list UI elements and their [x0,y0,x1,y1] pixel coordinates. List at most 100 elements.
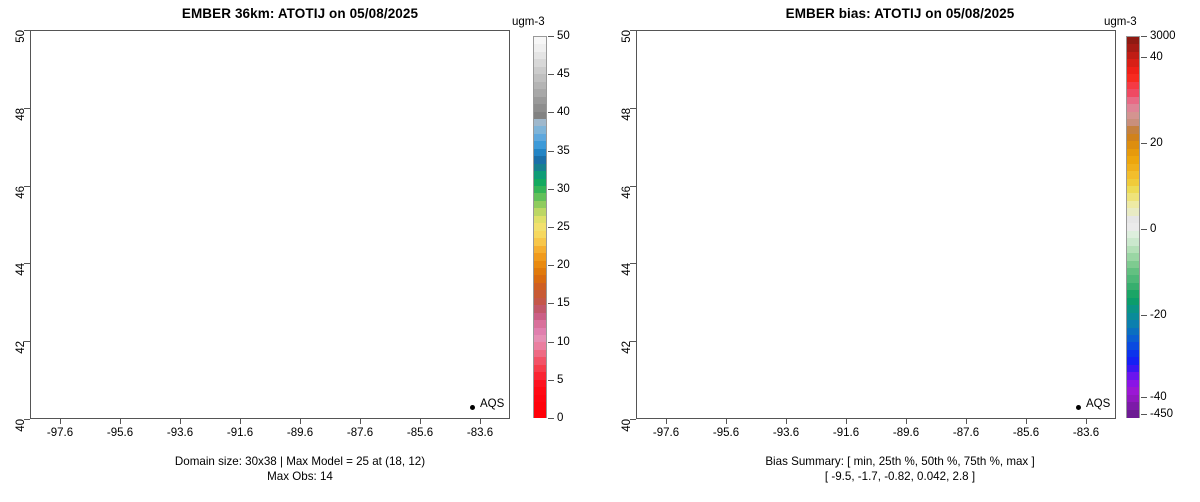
colorbar-segment [1127,44,1139,53]
colorbar-segment [534,44,546,53]
colorbar-segment [1127,297,1139,307]
colorbar-tick-label: 50 [557,30,570,42]
colorbar-segment [534,409,546,418]
colorbar-tick-label: 0 [557,412,564,424]
colorbar-tick-label: -20 [1150,308,1167,321]
colorbar-segment [1127,215,1139,225]
colorbar-segment [534,238,546,247]
colorbar-segment [534,148,546,158]
colorbar-segment [534,327,546,336]
x-tick-mark [120,419,121,424]
colorbar-segment [1127,357,1139,366]
y-tick-label: 40 [621,419,633,432]
colorbar-tick-label: 20 [1150,136,1163,149]
colorbar-unit-right: ugm-3 [1104,16,1137,28]
y-tick-label: 46 [621,185,633,199]
map-right[interactable]: AQS [636,30,1116,419]
colorbar-segment [1127,402,1139,411]
x-tick-mark [726,419,727,424]
colorbar-tick-mark [1141,36,1147,37]
colorbar-segment [534,223,546,232]
colorbar-segment [534,342,546,351]
colorbar-tick-label: 10 [557,335,570,348]
aqs-legend-label-right: AQS [1086,398,1111,410]
colorbar-segment [1127,96,1139,105]
colorbar-segment [534,305,546,314]
colorbar-segment [1127,230,1139,240]
colorbar-segment [534,141,546,150]
colorbar-segment [1127,171,1139,180]
y-tick-mark [630,30,636,31]
colorbar-tick-mark [548,36,554,37]
colorbar-segment [534,156,546,165]
map-left[interactable]: AQS [30,30,510,419]
colorbar-segment [534,312,546,322]
colorbar-segment [534,208,546,217]
colorbar-segment [534,394,546,404]
colorbar-segment [1127,89,1139,98]
x-tick-label: -83.6 [466,427,494,439]
colorbar-segment [1127,275,1139,284]
colorbar-tick-mark [548,418,554,419]
colorbar-segment [534,200,546,210]
colorbar-segment [1127,238,1139,247]
colorbar-tick-mark [548,341,554,343]
colorbar-segment [534,111,546,120]
colorbar-tick-label: 15 [557,297,570,310]
x-tick-label: -93.6 [166,427,194,439]
colorbar-unit-left: ugm-3 [512,16,545,28]
x-tick-mark [846,419,847,424]
colorbar-segment [1127,290,1139,299]
colorbar-segment [534,186,546,195]
colorbar-segment [534,282,546,292]
y-tick-label: 40 [15,419,27,432]
colorbar-segment [1127,253,1139,262]
x-tick-label: -83.6 [1072,427,1100,439]
y-tick-mark [630,419,636,420]
x-tick-mark [786,419,787,424]
colorbar-segment [534,126,546,135]
y-tick-label: 42 [621,341,633,354]
y-tick-label: 44 [15,263,27,277]
x-tick-label: -91.6 [832,427,860,439]
colorbar-segment [1127,394,1139,404]
aqs-marker-icon [1076,405,1081,410]
colorbar-tick-mark [548,303,554,305]
colorbar-segment [534,215,546,225]
y-tick-mark [24,30,30,31]
x-tick-label: -87.6 [952,427,980,439]
colorbar-tick-mark [1141,314,1147,316]
colorbar-segment [534,260,546,269]
y-tick-label: 50 [621,30,633,43]
colorbar-segment [534,51,546,61]
colorbar-segment [1127,81,1139,91]
x-tick-mark [240,419,241,424]
colorbar-segment [1127,37,1139,46]
x-tick-mark [1086,419,1087,424]
x-tick-mark [300,419,301,424]
y-tick-mark [24,341,30,343]
colorbar-tick-mark [1141,396,1147,398]
colorbar-tick-mark [1141,57,1147,58]
colorbar-segment [534,275,546,284]
colorbar-segment [1127,364,1139,374]
caption-left-line1: Domain size: 30x38 | Max Model = 25 at (… [174,455,426,468]
colorbar-segment [1127,305,1139,314]
colorbar-segment [1127,342,1139,351]
colorbar-left[interactable]: 50 45 40 35 30 25 20 15 10 5 0 [533,30,570,424]
aqs-marker-icon [470,405,475,410]
colorbar-segment [534,357,546,366]
x-tick-label: -89.6 [286,427,314,439]
colorbar-segment [534,402,546,411]
colorbar-segment [1127,104,1139,113]
aqs-legend-label-left: AQS [480,398,505,410]
x-tick-mark [60,419,61,424]
colorbar-segment [1127,200,1139,210]
colorbar-segment [534,118,546,128]
colorbar-segment [534,89,546,98]
colorbar-segment [1127,133,1139,143]
colorbar-right[interactable]: 3000 40 20 0 -20 -40 -450 [1126,30,1176,420]
y-tick-mark [24,107,30,109]
x-tick-label: -95.6 [712,427,740,439]
page-title-left: EMBER 36km: ATOTIJ on 05/08/2025 [181,6,419,21]
